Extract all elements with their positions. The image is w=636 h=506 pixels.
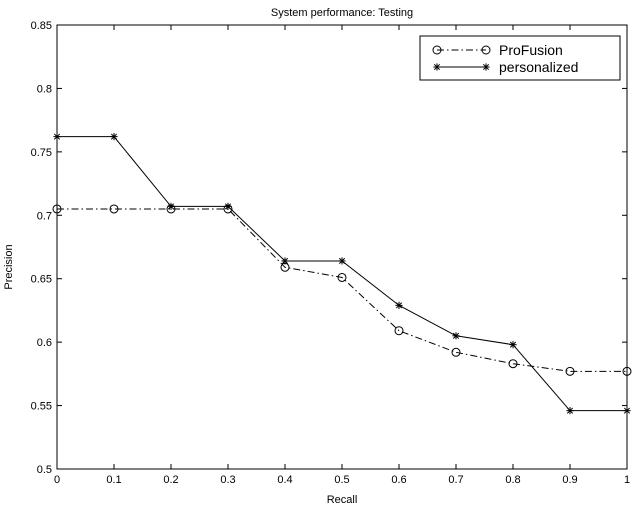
y-tick-label: 0.55 [31,401,52,413]
legend-marker [433,63,441,71]
plot-area-frame [56,24,628,470]
star-stroke [482,63,490,71]
legend-marker [482,63,490,71]
x-tick-label: 0.8 [505,474,520,486]
star-stroke [110,133,118,140]
legend-label-personalized: personalized [499,59,578,75]
legend-label-profusion: ProFusion [499,42,563,58]
star-stroke [167,203,175,210]
x-tick-label: 0 [54,474,60,486]
chart-title: System performance: Testing [271,7,413,19]
x-axis-label: Recall [327,494,358,506]
data-point-profusion [451,347,461,357]
x-tick-label: 1 [624,474,630,486]
y-tick-label: 0.8 [37,83,52,95]
y-tick-label: 0.85 [31,20,52,32]
star-stroke [281,257,289,265]
data-point-personalized [452,332,460,340]
star-stroke [623,407,631,414]
y-tick-label: 0.6 [37,337,52,349]
data-point-profusion [394,326,404,336]
y-tick-label: 0.5 [37,464,52,476]
x-tick-label: 0.1 [106,474,121,486]
data-point-personalized [566,407,574,415]
x-tick-label: 0.7 [448,474,463,486]
series-line-profusion [57,208,627,372]
series-layer [52,133,632,415]
data-point-personalized [395,301,403,309]
data-point-personalized [224,202,232,211]
y-tick-label: 0.75 [31,147,52,159]
y-axis-label: Precision [3,244,15,289]
data-point-personalized [509,341,517,349]
data-point-personalized [53,133,61,141]
data-point-profusion [508,359,518,369]
star-stroke [224,203,232,210]
star-stroke [433,63,441,71]
star-stroke [509,341,517,348]
data-point-personalized [110,133,118,141]
star-stroke [566,407,574,414]
x-tick-label: 0.3 [220,474,235,486]
x-tick-label: 0.6 [391,474,406,486]
data-point-personalized [281,257,289,265]
data-point-profusion [622,366,632,376]
y-tick-label: 0.65 [31,274,52,286]
legend-box [419,35,621,81]
star-stroke [53,133,61,140]
data-point-profusion [52,204,62,214]
y-axis: 0.5 0.55 0.6 0.65 0.7 0.75 0.8 0.85 [31,20,627,476]
data-point-profusion [109,204,119,214]
data-point-personalized [338,257,346,265]
data-point-personalized [623,407,631,415]
star-stroke [452,332,460,339]
x-tick-label: 0.5 [334,474,349,486]
legend-marker [432,45,442,55]
y-tick-label: 0.7 [37,210,52,222]
data-point-profusion [337,272,347,282]
legend-marker [481,45,491,55]
star-stroke [395,302,403,309]
data-point-personalized [167,202,175,211]
x-axis: 0 0.1 0.2 0.3 0.4 0.5 0.6 0.7 0.8 0.9 1 [54,25,630,486]
star-stroke [338,257,346,265]
x-tick-label: 0.9 [562,474,577,486]
x-tick-label: 0.4 [277,474,292,486]
data-point-profusion [565,366,575,376]
x-tick-label: 0.2 [163,474,178,486]
